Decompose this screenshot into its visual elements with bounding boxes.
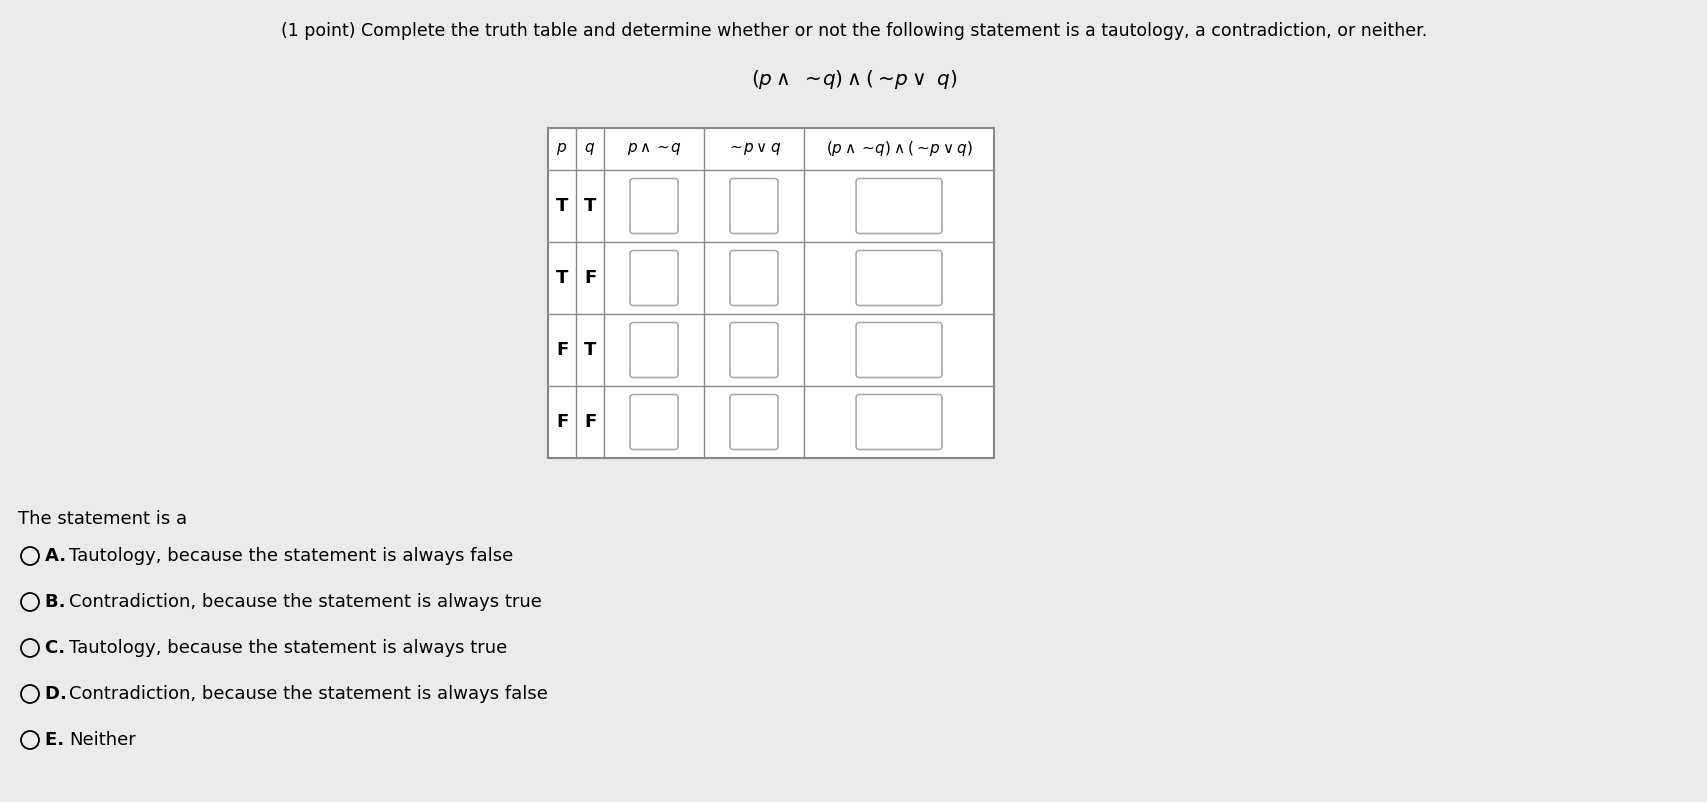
Text: $(p \wedge \sim\!q) \wedge (\sim\!p \vee q)$: $(p \wedge \sim\!q) \wedge (\sim\!p \vee… [824, 140, 971, 159]
FancyBboxPatch shape [630, 250, 678, 306]
Text: Tautology, because the statement is always true: Tautology, because the statement is alwa… [68, 639, 507, 657]
FancyBboxPatch shape [729, 322, 778, 378]
Text: T: T [584, 197, 596, 215]
FancyBboxPatch shape [630, 322, 678, 378]
FancyBboxPatch shape [855, 250, 941, 306]
Text: Contradiction, because the statement is always false: Contradiction, because the statement is … [68, 685, 548, 703]
Text: ​A.: ​A. [44, 547, 67, 565]
Text: F: F [555, 413, 568, 431]
Bar [548, 128, 993, 458]
Text: $\sim\!p \vee q$: $\sim\!p \vee q$ [727, 141, 780, 157]
Text: ​D.: ​D. [44, 685, 67, 703]
Text: F: F [584, 269, 596, 287]
FancyBboxPatch shape [729, 250, 778, 306]
Text: F: F [584, 413, 596, 431]
Text: $p$: $p$ [556, 141, 567, 157]
Text: T: T [584, 341, 596, 359]
Text: F: F [555, 341, 568, 359]
FancyBboxPatch shape [729, 179, 778, 233]
Text: Contradiction, because the statement is always true: Contradiction, because the statement is … [68, 593, 541, 611]
Text: (1 point) Complete the truth table and determine whether or not the following st: (1 point) Complete the truth table and d… [280, 22, 1427, 40]
Text: $q$: $q$ [584, 141, 596, 157]
FancyBboxPatch shape [729, 395, 778, 449]
Text: $p \wedge \sim\!q$: $p \wedge \sim\!q$ [626, 141, 681, 157]
Text: ​B.: ​B. [44, 593, 65, 611]
Bar [548, 128, 993, 458]
Text: The statement is a: The statement is a [19, 510, 188, 528]
Text: T: T [555, 197, 568, 215]
Text: ​C.: ​C. [44, 639, 65, 657]
FancyBboxPatch shape [855, 179, 941, 233]
Text: Neither: Neither [68, 731, 135, 749]
Text: Tautology, because the statement is always false: Tautology, because the statement is alwa… [68, 547, 512, 565]
FancyBboxPatch shape [855, 322, 941, 378]
FancyBboxPatch shape [630, 395, 678, 449]
Text: T: T [555, 269, 568, 287]
FancyBboxPatch shape [630, 179, 678, 233]
Text: ​E.: ​E. [44, 731, 65, 749]
FancyBboxPatch shape [855, 395, 941, 449]
Text: $\mathit{(p \wedge\ \sim\!q) \wedge (\sim\!p \vee\ q)}$: $\mathit{(p \wedge\ \sim\!q) \wedge (\si… [751, 68, 956, 91]
